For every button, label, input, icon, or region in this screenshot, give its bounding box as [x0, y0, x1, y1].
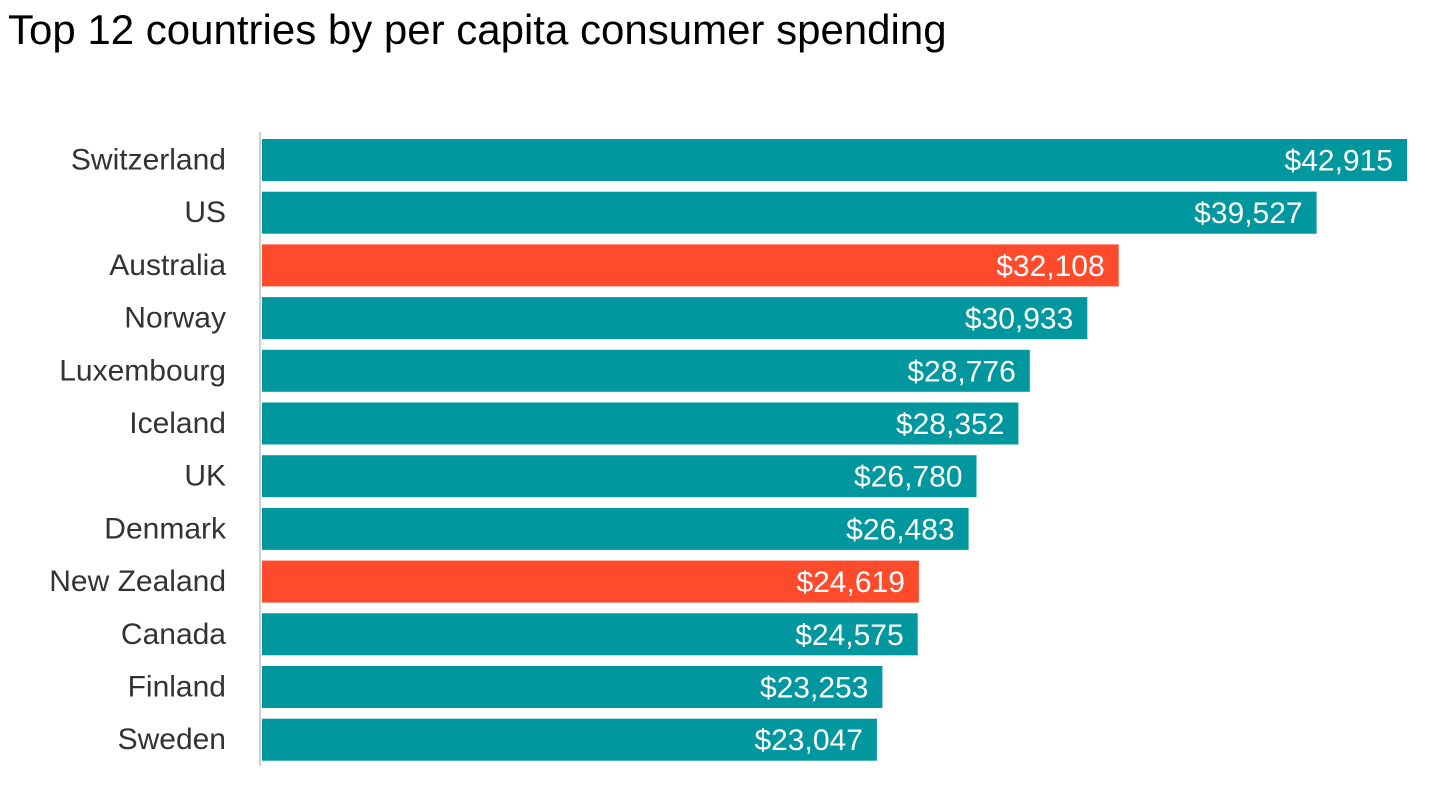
bar-australia [262, 244, 1119, 287]
bar-iceland [262, 402, 1019, 445]
category-label-norway: Norway [124, 302, 226, 335]
bar-luxembourg [262, 349, 1030, 392]
value-label-denmark: $26,483 [846, 513, 954, 546]
value-label-us: $39,527 [1194, 197, 1302, 230]
category-label-australia: Australia [109, 249, 226, 282]
value-label-uk: $26,780 [854, 461, 962, 494]
value-label-luxembourg: $28,776 [907, 355, 1015, 388]
category-label-luxembourg: Luxembourg [59, 354, 226, 387]
bar-switzerland [262, 139, 1407, 181]
category-label-finland: Finland [128, 671, 226, 704]
bar-uk [262, 455, 977, 498]
bar-sweden [262, 718, 877, 761]
bars-group: Switzerland $42,915 US $39,527 Australia $32,… [49, 139, 1407, 761]
bar-denmark [262, 507, 969, 550]
value-label-finland: $23,253 [760, 672, 868, 705]
category-label-canada: Canada [121, 618, 226, 651]
category-label-denmark: Denmark [104, 512, 227, 545]
bar-canada [262, 613, 918, 656]
value-label-australia: $32,108 [996, 250, 1104, 283]
bar-us [262, 191, 1317, 234]
value-label-sweden: $23,047 [754, 724, 862, 757]
category-label-new-zealand: New Zealand [49, 565, 226, 598]
category-label-sweden: Sweden [118, 723, 226, 756]
value-label-norway: $30,933 [965, 303, 1073, 336]
bar-finland [262, 666, 883, 708]
category-label-uk: UK [184, 460, 226, 493]
category-label-iceland: Iceland [129, 407, 226, 440]
value-label-canada: $24,575 [795, 619, 903, 652]
chart-title: Top 12 countries by per capita consumer … [8, 6, 947, 53]
value-label-iceland: $28,352 [896, 408, 1004, 441]
category-label-us: US [184, 196, 226, 229]
value-label-switzerland: $42,915 [1285, 145, 1393, 178]
bar-new-zealand [262, 560, 919, 603]
category-label-switzerland: Switzerland [71, 144, 226, 177]
value-label-new-zealand: $24,619 [796, 566, 904, 599]
bar-norway [262, 297, 1088, 340]
